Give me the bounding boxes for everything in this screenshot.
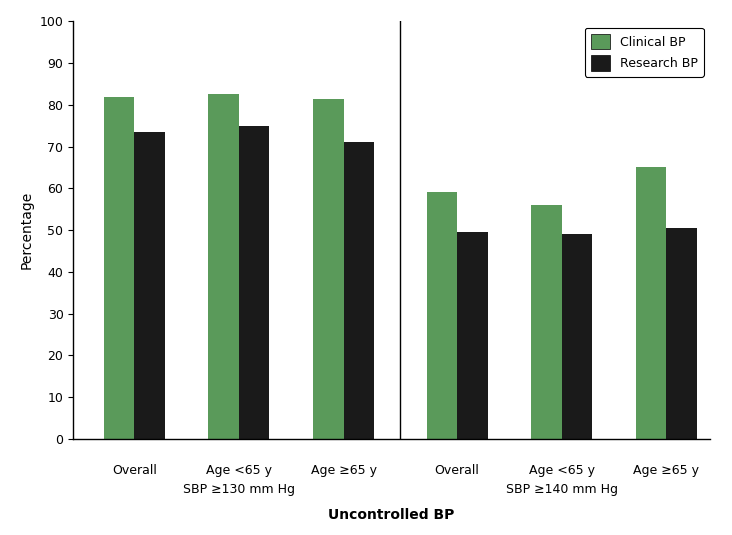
Text: SBP ≥140 mm Hg: SBP ≥140 mm Hg [506, 483, 618, 496]
Text: Age ≥65 y: Age ≥65 y [310, 464, 377, 477]
Bar [457, 232, 488, 439]
Text: Age <65 y: Age <65 y [206, 464, 272, 477]
Bar [343, 142, 374, 439]
Bar [666, 228, 697, 439]
Bar [313, 98, 343, 439]
Bar [239, 126, 269, 439]
Bar [636, 167, 666, 439]
Bar [561, 234, 592, 439]
Bar [531, 205, 561, 439]
Text: Overall: Overall [112, 464, 157, 477]
Y-axis label: Percentage: Percentage [20, 191, 34, 269]
Legend: Clinical BP, Research BP: Clinical BP, Research BP [585, 28, 703, 77]
Text: SBP ≥130 mm Hg: SBP ≥130 mm Hg [183, 483, 295, 496]
Text: Age <65 y: Age <65 y [529, 464, 594, 477]
Text: Uncontrolled BP: Uncontrolled BP [329, 508, 455, 522]
Text: Age ≥65 y: Age ≥65 y [633, 464, 699, 477]
Bar [104, 96, 134, 439]
Bar [427, 193, 457, 439]
Bar [209, 94, 239, 439]
Bar [134, 132, 165, 439]
Text: Overall: Overall [435, 464, 479, 477]
